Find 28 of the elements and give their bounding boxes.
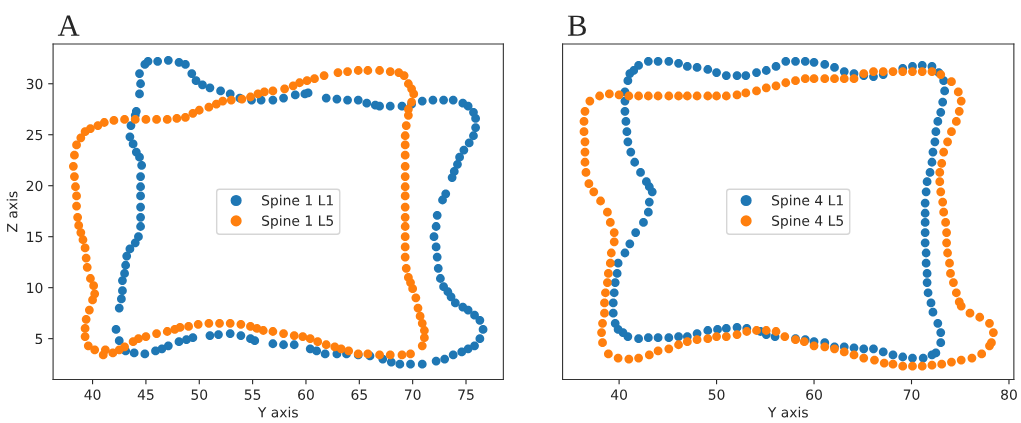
x-tick-label: 60 — [806, 389, 822, 400]
x-tick-label: 70 — [903, 389, 920, 400]
x-tick-label: 45 — [137, 389, 154, 400]
x-tick-label: 80 — [1001, 389, 1017, 400]
chart-title: B — [567, 15, 586, 36]
y-tick-label: 20 — [26, 180, 43, 192]
x-axis-title: Y axis — [257, 406, 298, 418]
x-tick-label: 40 — [610, 389, 628, 400]
x-tick-label: 60 — [298, 389, 314, 400]
legend-label: Spine 1 L5 — [262, 215, 333, 229]
x-tick-label: 75 — [458, 389, 474, 400]
y-axis-title: Z axis — [6, 191, 18, 232]
x-tick-label: 40 — [84, 389, 101, 400]
x-tick-label: 65 — [351, 389, 367, 400]
x-axis-title: Y axis — [767, 406, 808, 418]
legend-label: Spine 4 L1 — [772, 194, 843, 209]
x-tick-label: 50 — [708, 389, 725, 400]
x-tick-label: 70 — [404, 389, 421, 400]
chart-title: A — [57, 15, 80, 36]
y-tick-label: 25 — [26, 129, 43, 141]
y-tick-label: 30 — [26, 78, 43, 90]
legend-label: Spine 4 L5 — [772, 215, 843, 229]
y-tick-label: 15 — [27, 231, 43, 243]
y-tick-label: 10 — [27, 282, 43, 294]
x-tick-label: 50 — [191, 389, 208, 400]
y-tick-label: 5 — [35, 333, 43, 345]
x-tick-label: 55 — [244, 389, 261, 400]
legend-label: Spine 1 L1 — [262, 194, 333, 209]
